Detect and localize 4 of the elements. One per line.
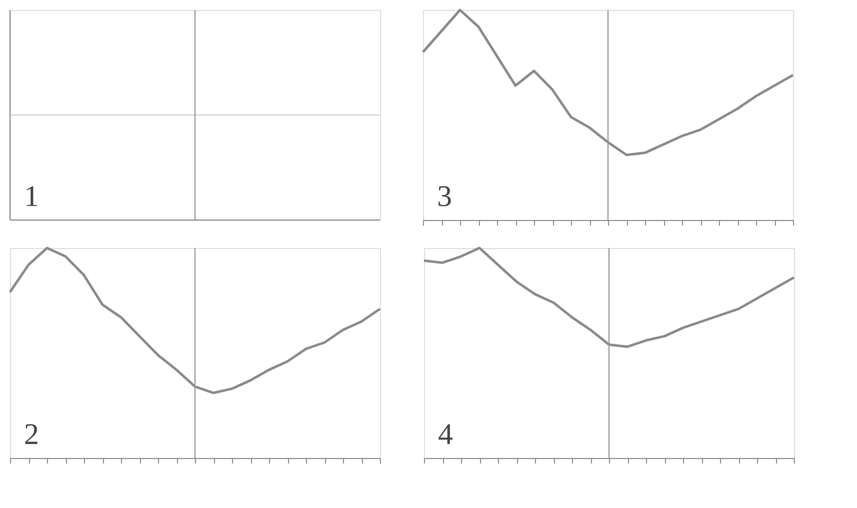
- annotation: 2: [24, 418, 39, 451]
- annotation: 3: [437, 180, 452, 213]
- annotation: 4: [438, 418, 453, 451]
- text: 1: [24, 180, 39, 213]
